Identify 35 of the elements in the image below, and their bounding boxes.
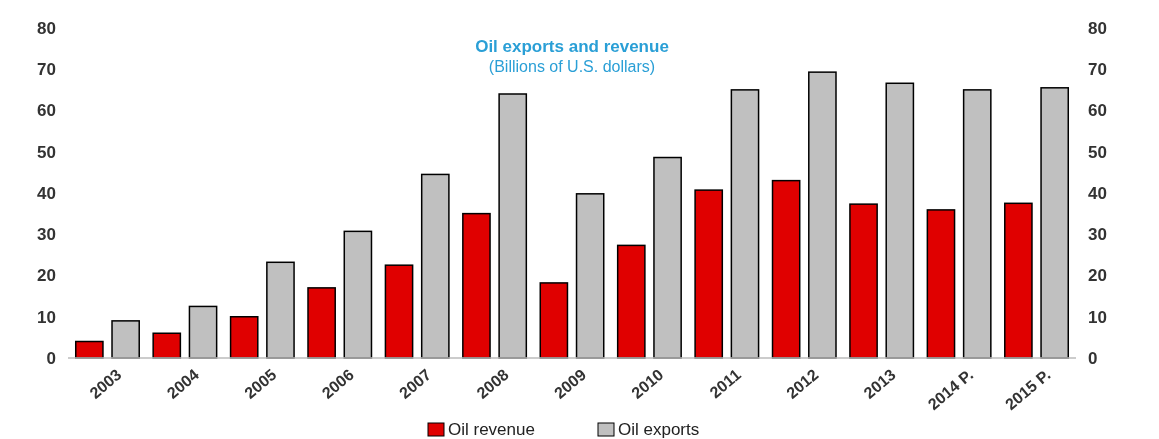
bar [616, 244, 646, 359]
bar [849, 203, 878, 359]
y-tick-label: 70 [37, 60, 56, 80]
bar [771, 179, 801, 359]
y-tick-label: 20 [37, 266, 56, 286]
y-tick-label: 0 [46, 348, 56, 368]
bar [539, 282, 569, 359]
bar [229, 316, 259, 359]
y-tick-label: 50 [37, 142, 56, 162]
bar [74, 340, 104, 359]
y2-tick-label: 50 [1088, 142, 1107, 162]
text: (Billions of U.S. dollars) [488, 58, 656, 75]
y-tick-label: 80 [37, 18, 56, 38]
text: Oil exports and revenue [475, 37, 669, 56]
bar [1004, 202, 1033, 359]
legend-label: Oil revenue [448, 420, 535, 439]
legend-label: Oil exports [618, 420, 700, 439]
y-tick-label: 30 [37, 225, 56, 245]
bar [462, 212, 491, 359]
bar [694, 189, 724, 359]
y2-tick-label: 60 [1088, 101, 1107, 121]
bar [307, 287, 336, 359]
bar [384, 264, 414, 359]
y2-tick-label: 30 [1088, 225, 1107, 245]
y2-tick-label: 0 [1088, 348, 1098, 368]
bar [926, 209, 956, 359]
y2-tick-label: 10 [1088, 307, 1107, 327]
y-tick-label: 40 [37, 183, 56, 203]
y-tick-label: 10 [37, 307, 56, 327]
y2-tick-label: 40 [1088, 183, 1107, 203]
y2-tick-label: 20 [1088, 266, 1107, 286]
y2-tick-label: 80 [1088, 18, 1107, 38]
y2-tick-label: 70 [1088, 60, 1107, 80]
y-tick-label: 60 [37, 101, 56, 121]
bar [152, 332, 182, 359]
